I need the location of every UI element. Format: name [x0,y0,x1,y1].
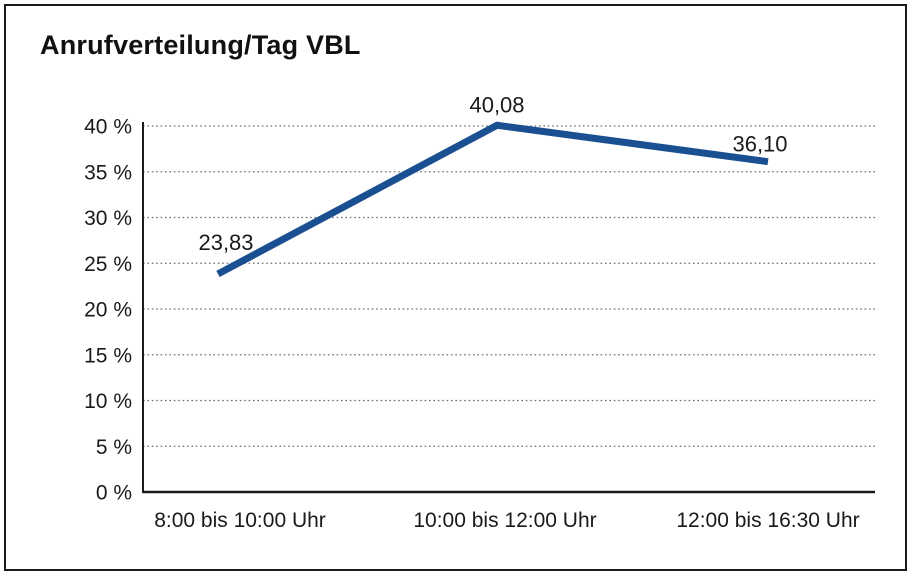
y-tick-label: 5 % [96,436,132,459]
data-point-label: 40,08 [469,92,524,117]
x-tick-label: 8:00 bis 10:00 Uhr [154,509,326,532]
data-point-label: 36,10 [732,132,787,157]
y-tick-label: 20 % [84,299,132,322]
data-point-label: 23,83 [198,230,253,255]
y-tick-label: 0 % [96,482,132,505]
x-tick-label: 12:00 bis 16:30 Uhr [676,509,859,532]
y-tick-label: 30 % [84,207,132,230]
y-tick-label: 40 % [84,116,132,139]
x-tick-label: 10:00 bis 12:00 Uhr [413,509,596,532]
y-tick-label: 15 % [84,344,132,367]
y-tick-label: 35 % [84,161,132,184]
data-line [216,121,769,278]
chart-title: Anrufverteilung/Tag VBL [40,30,361,60]
y-tick-label: 25 % [84,253,132,276]
chart-frame [4,4,907,571]
y-tick-label: 10 % [84,390,132,413]
